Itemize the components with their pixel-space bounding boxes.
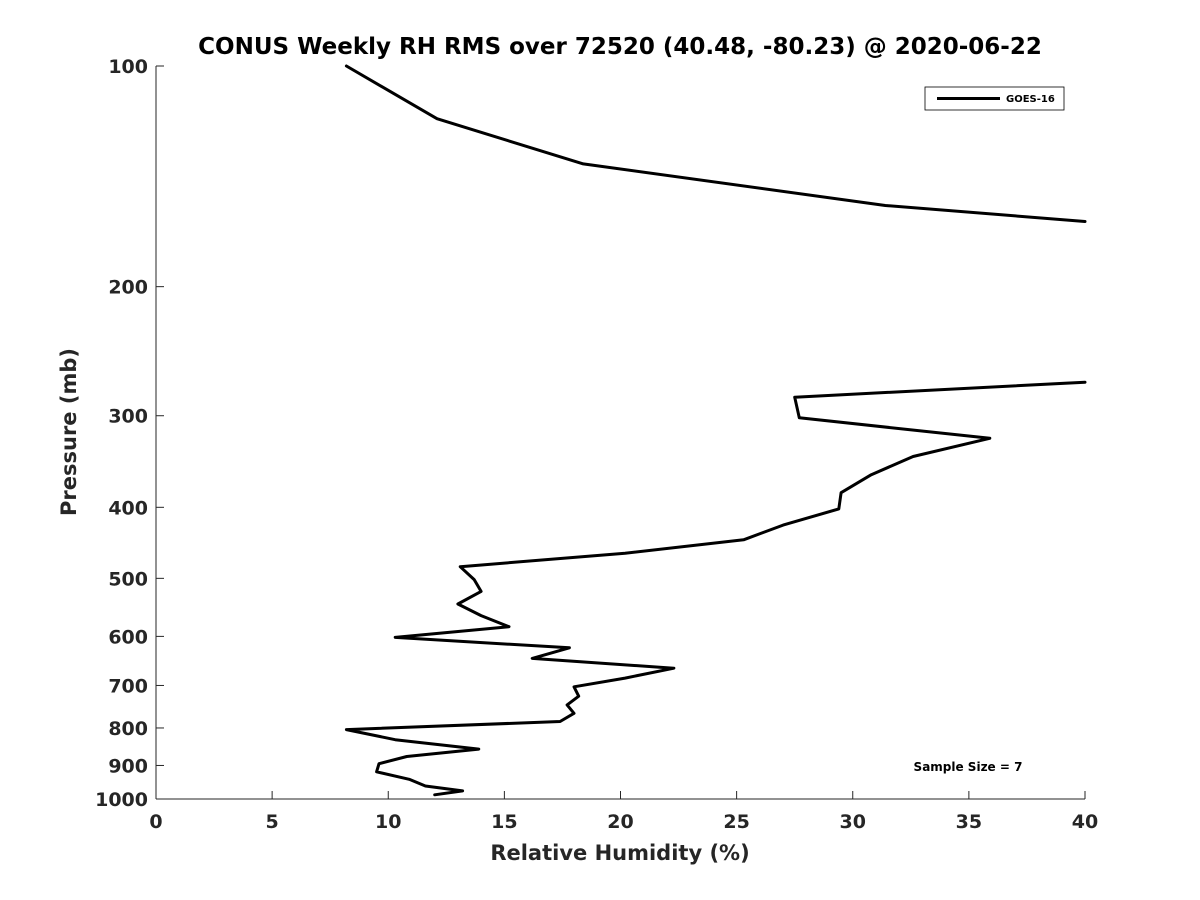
y-tick-label: 900 (108, 755, 148, 777)
y-tick-label: 300 (108, 406, 148, 428)
sample-size-annotation: Sample Size = 7 (914, 760, 1023, 774)
y-tick-label: 600 (108, 626, 148, 648)
y-tick-label: 100 (108, 56, 148, 78)
y-tick-label: 400 (108, 497, 148, 519)
legend: GOES-16 (924, 86, 1065, 111)
x-tick-label: 10 (375, 811, 401, 833)
x-tick-label: 0 (149, 811, 162, 833)
y-tick-label: 500 (108, 568, 148, 590)
x-tick-label: 40 (1072, 811, 1098, 833)
x-tick-label: 35 (956, 811, 982, 833)
legend-series-label: GOES-16 (1006, 94, 1055, 105)
x-tick-label: 5 (266, 811, 279, 833)
chart-title: CONUS Weekly RH RMS over 72520 (40.48, -… (198, 34, 1042, 60)
y-tick-label: 200 (108, 277, 148, 299)
y-tick-label: 700 (108, 675, 148, 697)
x-tick-label: 30 (840, 811, 866, 833)
series-line-segment (344, 64, 1087, 223)
x-axis-label: Relative Humidity (%) (490, 841, 749, 865)
x-tick-label: 20 (607, 811, 633, 833)
plot-area: 0 5 10 15 20 25 30 35 40 100 200 300 400 500 600 700 800… (95, 56, 1098, 833)
x-tick-label: 25 (723, 811, 749, 833)
y-axis-label: Pressure (mb) (57, 348, 81, 516)
y-tick-label: 1000 (95, 789, 148, 811)
series-line-segment (344, 380, 1087, 797)
y-tick-label: 800 (108, 718, 148, 740)
x-tick-label: 15 (491, 811, 517, 833)
